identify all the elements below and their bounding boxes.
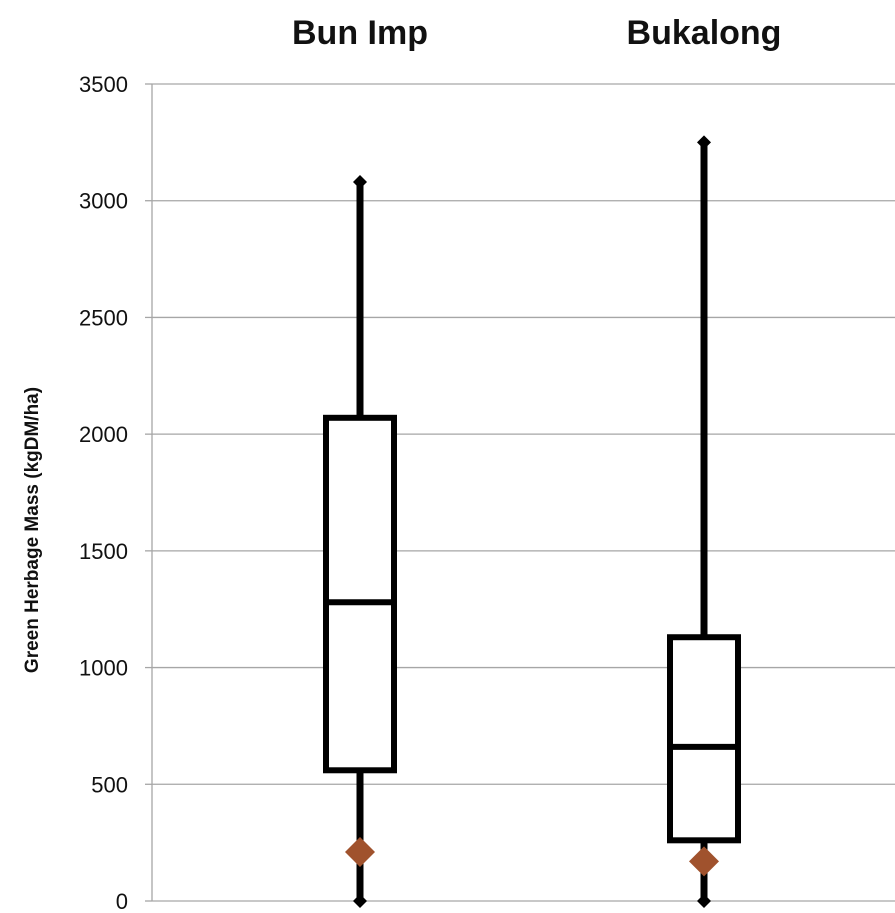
min-marker [353, 894, 367, 908]
gridlines [152, 83, 895, 902]
y-axis-ticks: 0 500 1000 1500 2000 2500 3000 3500 [79, 72, 152, 913]
boxes [323, 135, 741, 908]
max-marker [353, 175, 367, 190]
y-tick-label: 2500 [79, 305, 128, 330]
min-marker [697, 894, 711, 908]
box-bun-imp [323, 175, 397, 908]
mean-marker [689, 846, 719, 877]
y-tick-label: 3500 [79, 72, 128, 97]
iqr-box [323, 414, 397, 774]
y-tick-label: 1000 [79, 656, 128, 681]
category-label: Bukalong [627, 14, 782, 52]
y-tick-label: 500 [91, 772, 128, 797]
category-label: Bun Imp [292, 14, 428, 52]
category-labels: Bun Imp Bukalong [292, 14, 781, 52]
iqr-box [667, 634, 741, 844]
y-tick-label: 0 [116, 889, 128, 913]
max-marker [697, 135, 711, 150]
y-tick-label: 2000 [79, 422, 128, 447]
mean-marker [345, 836, 375, 867]
box-bukalong [667, 135, 741, 908]
y-tick-label: 3000 [79, 189, 128, 214]
y-axis-label: Green Herbage Mass (kgDM/ha) [22, 387, 43, 673]
y-tick-label: 1500 [79, 539, 128, 564]
